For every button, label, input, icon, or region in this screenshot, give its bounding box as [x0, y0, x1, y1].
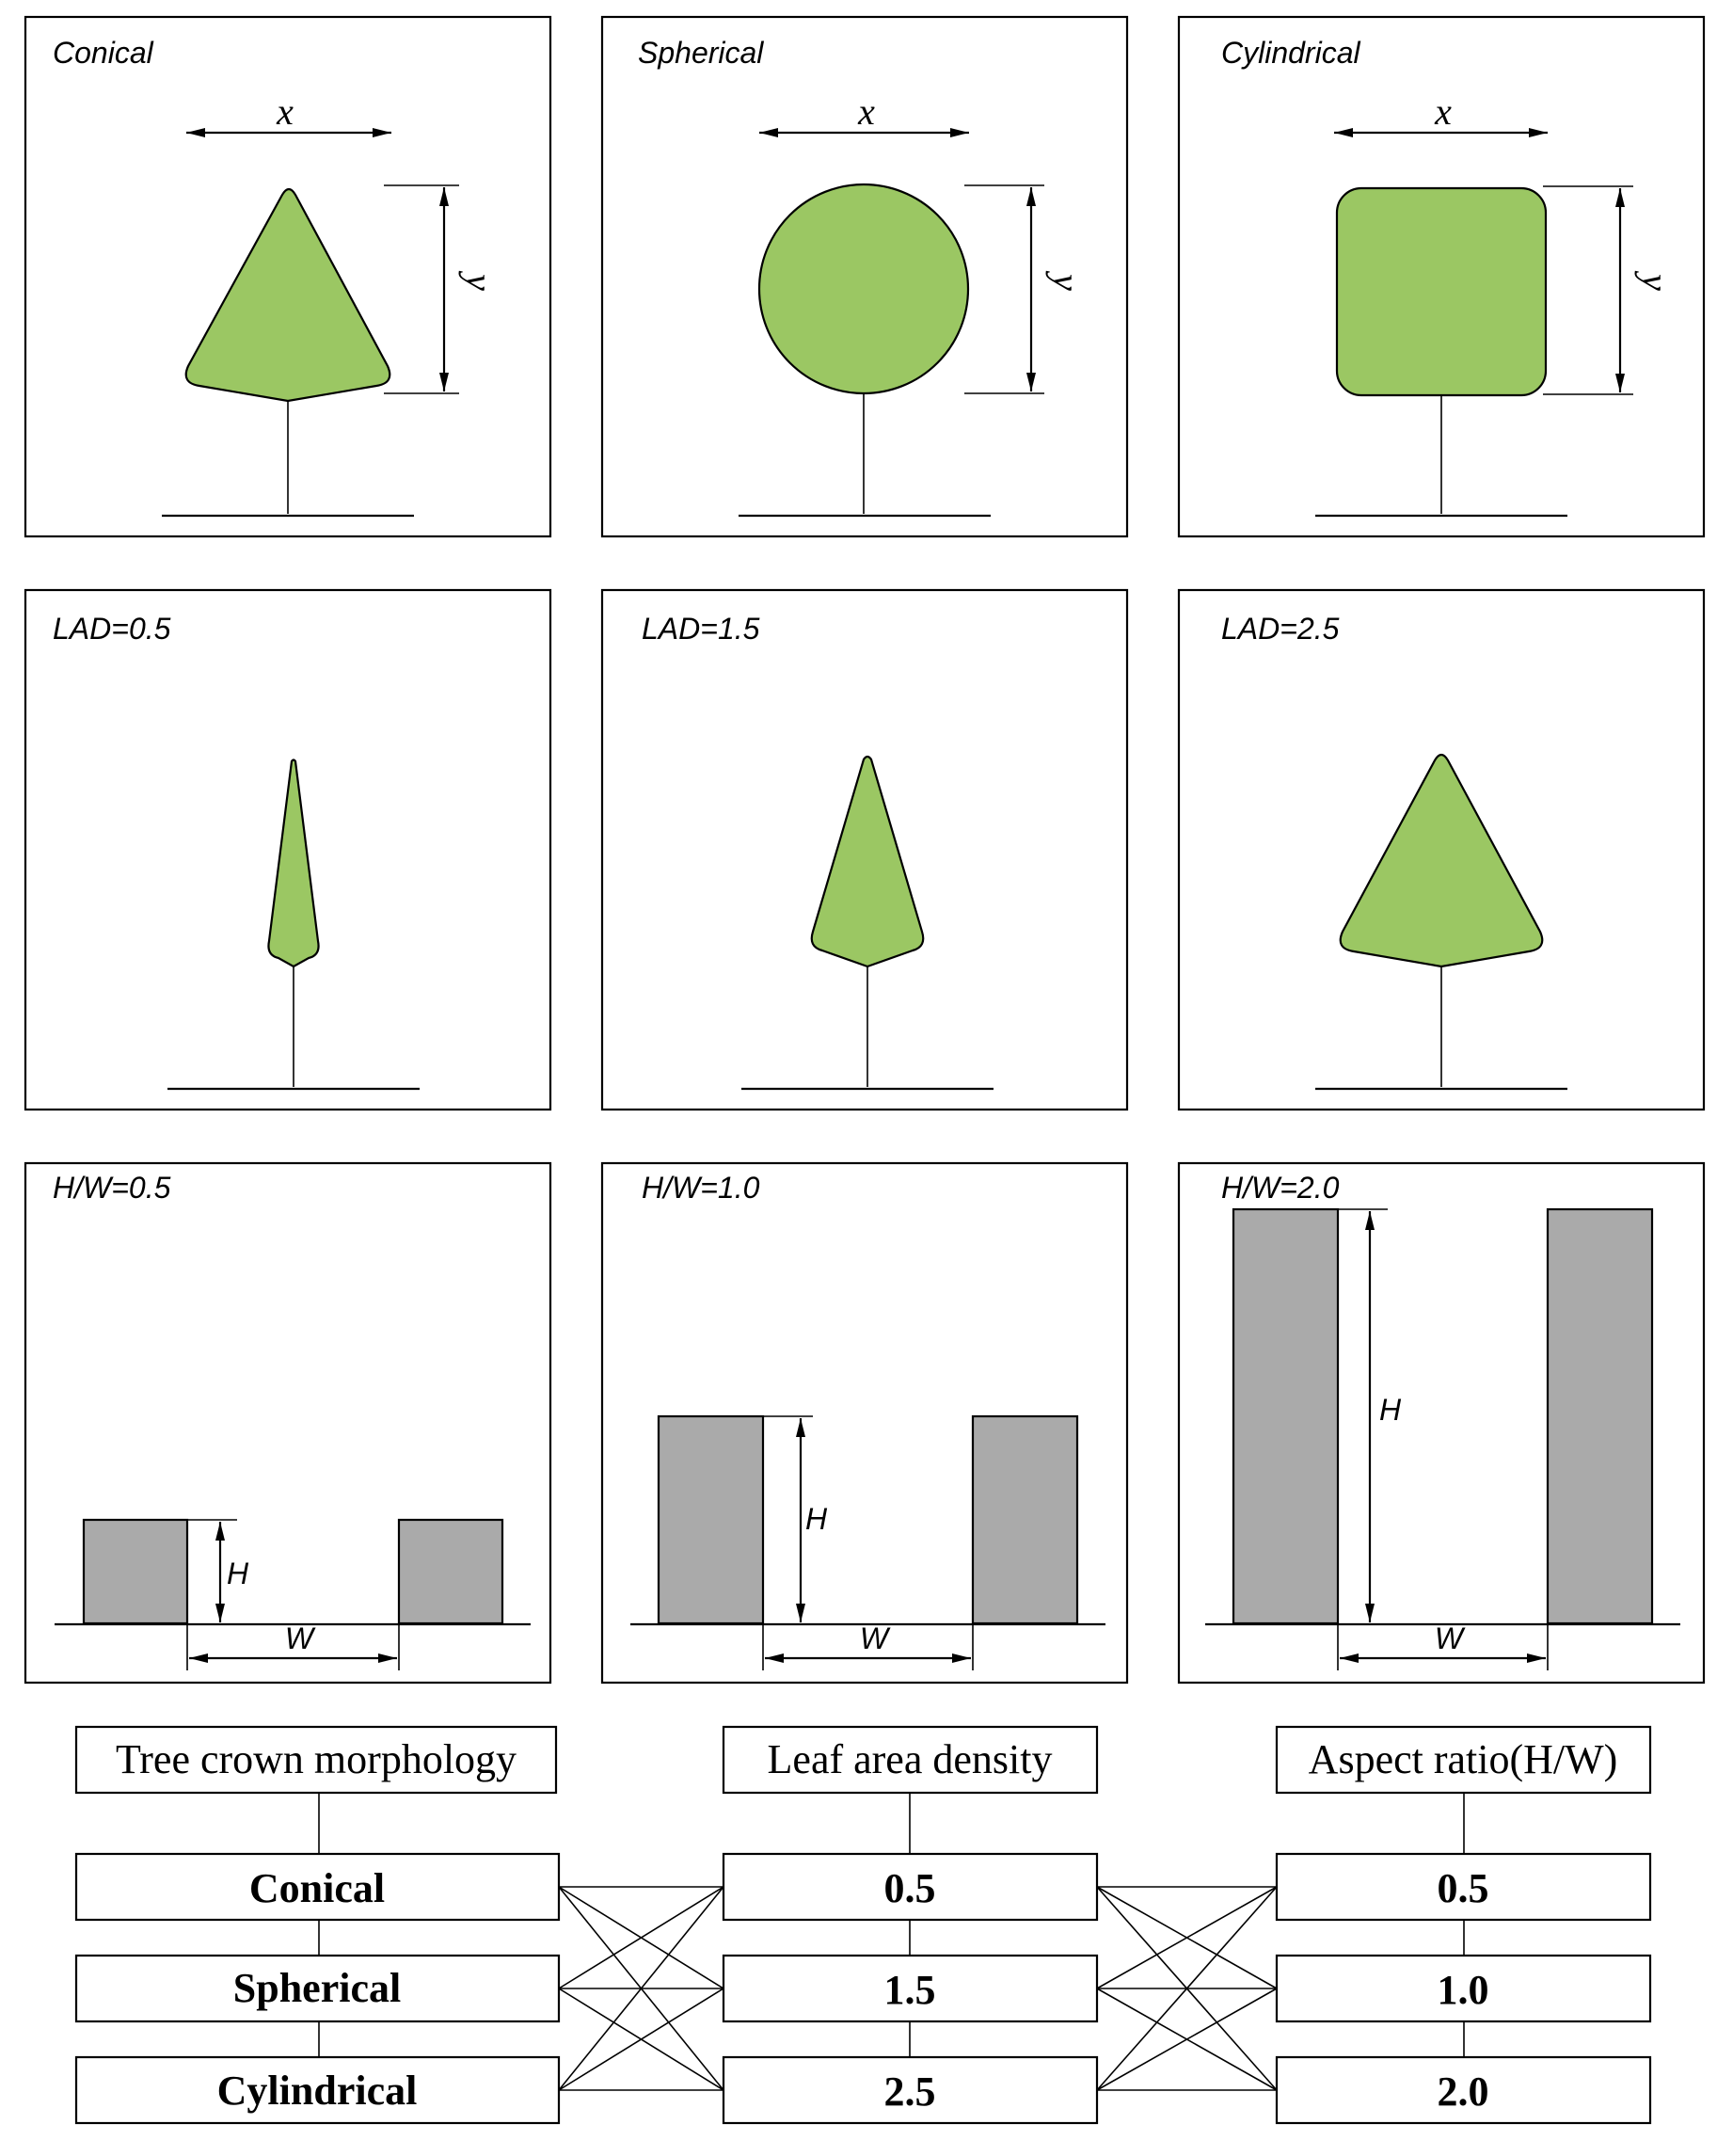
panel-spherical: Spherical x y — [600, 15, 1129, 538]
panel-lad-1.5: LAD=1.5 — [600, 588, 1129, 1111]
svg-text:2.5: 2.5 — [884, 2068, 936, 2115]
panel-label: Cylindrical — [1221, 36, 1360, 70]
panel-hw-2.0: H/W=2.0 H W — [1177, 1161, 1706, 1685]
conical-crown-narrow — [267, 759, 320, 968]
cross-links-left — [558, 1886, 724, 2091]
cylindrical-crown — [1335, 186, 1548, 397]
svg-text:Conical: Conical — [249, 1865, 385, 1911]
panel-label: LAD=0.5 — [53, 612, 171, 646]
lad-level-2.5: 2.5 — [722, 2055, 1099, 2125]
w-label: W — [285, 1621, 316, 1655]
conical-crown-wide — [1339, 753, 1544, 968]
lad-level-0.5: 0.5 — [722, 1852, 1099, 1922]
panel-label: Spherical — [638, 36, 764, 70]
building-left — [1232, 1207, 1340, 1625]
w-label: W — [860, 1621, 891, 1655]
crown-level-cylindrical: Cylindrical — [74, 2055, 561, 2125]
panel-label: H/W=0.5 — [53, 1171, 171, 1205]
svg-text:2.0: 2.0 — [1438, 2068, 1489, 2115]
panel-hw-1.0: H/W=1.0 H W — [600, 1161, 1129, 1685]
building-right — [971, 1414, 1079, 1625]
svg-text:Aspect ratio(H/W): Aspect ratio(H/W) — [1309, 1736, 1618, 1782]
panel-hw-0.5: H/W=0.5 H W — [24, 1161, 552, 1685]
svg-text:Tree crown morphology: Tree crown morphology — [116, 1736, 517, 1782]
x-label: x — [857, 90, 875, 133]
svg-text:Spherical: Spherical — [233, 1965, 401, 2011]
panel-label: LAD=2.5 — [1221, 612, 1340, 646]
factor-diagram: Tree crown morphology Leaf area density … — [74, 1725, 1652, 2125]
building-right — [1546, 1207, 1654, 1625]
header-tree-crown-morphology: Tree crown morphology — [74, 1725, 558, 1795]
conical-crown-medium — [810, 755, 925, 968]
y-label: y — [1634, 270, 1677, 291]
svg-text:1.5: 1.5 — [884, 1967, 936, 2013]
header-leaf-area-density: Leaf area density — [722, 1725, 1099, 1795]
crown-level-conical: Conical — [74, 1852, 561, 1922]
conical-crown — [184, 187, 391, 403]
panel-cylindrical: Cylindrical x y — [1177, 15, 1706, 538]
cross-links-right — [1096, 1886, 1278, 2091]
building-left — [82, 1518, 189, 1625]
x-label: x — [276, 90, 294, 133]
svg-text:1.0: 1.0 — [1438, 1967, 1489, 2013]
crown-level-spherical: Spherical — [74, 1954, 561, 2023]
y-label: y — [458, 270, 501, 291]
svg-text:Leaf area density: Leaf area density — [768, 1736, 1053, 1782]
x-label: x — [1434, 90, 1452, 133]
lad-level-1.5: 1.5 — [722, 1954, 1099, 2023]
svg-text:0.5: 0.5 — [884, 1865, 936, 1911]
panel-conical: Conical x y — [24, 15, 552, 538]
svg-text:0.5: 0.5 — [1438, 1865, 1489, 1911]
panel-label: LAD=1.5 — [642, 612, 760, 646]
y-label: y — [1045, 270, 1088, 291]
building-left — [657, 1414, 765, 1625]
svg-text:Cylindrical: Cylindrical — [217, 2068, 418, 2114]
panel-label: Conical — [53, 36, 154, 70]
h-label: H — [805, 1502, 828, 1536]
panel-label: H/W=1.0 — [642, 1171, 760, 1205]
h-label: H — [227, 1557, 249, 1590]
panel-lad-2.5: LAD=2.5 — [1177, 588, 1706, 1111]
spherical-crown — [757, 183, 970, 395]
w-label: W — [1435, 1621, 1466, 1655]
building-right — [397, 1518, 504, 1625]
panel-lad-0.5: LAD=0.5 — [24, 588, 552, 1111]
aspect-level-1.0: 1.0 — [1275, 1954, 1652, 2023]
aspect-level-2.0: 2.0 — [1275, 2055, 1652, 2125]
header-aspect-ratio: Aspect ratio(H/W) — [1275, 1725, 1652, 1795]
h-label: H — [1379, 1393, 1402, 1427]
panel-label: H/W=2.0 — [1221, 1171, 1340, 1205]
aspect-level-0.5: 0.5 — [1275, 1852, 1652, 1922]
